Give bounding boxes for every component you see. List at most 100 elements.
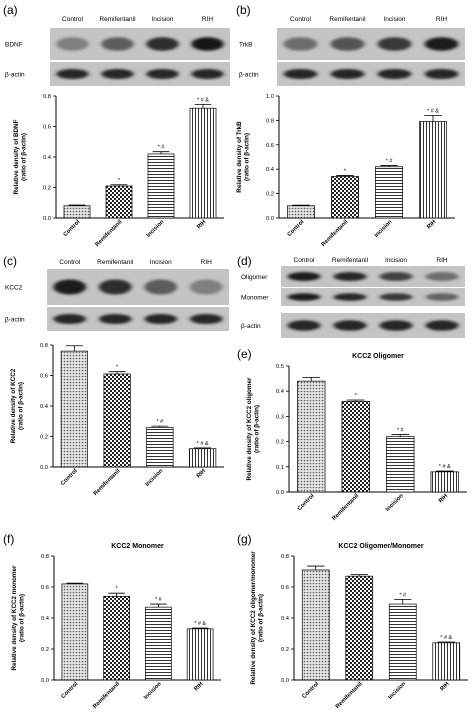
significance-label: * [118,178,121,184]
significance-label: * # & [427,109,439,115]
lane-label-control: Control [290,16,312,23]
blot-c: Control Remifentanil Incision RIH KCC2 β-acti… [5,259,229,331]
chart-title: KCC2 Oligomer/Monomer [338,543,423,550]
blot-row-label-actin: β-actin [5,72,25,79]
x-tick-label-rih: RIH [196,219,207,230]
y-tick-label: 0.8 [281,554,289,560]
significance-label: * # [155,597,163,603]
lane-label-control: Control [62,16,84,23]
y-axis-title: Relative density of KCC2(ratio of β-acti… [10,368,25,443]
x-tick-label-rih: RIH [196,468,207,479]
lane-label-remifentanil: Remifentanil [332,257,369,264]
bar-control [60,350,88,468]
bar-remifentanil [103,595,130,681]
blot-band [98,279,132,295]
blot-band [56,37,89,51]
lane-label-rih: RIH [436,257,448,264]
y-axis-title-line: Relative density of KCC2 monomer [11,565,18,671]
y-tick-label: 0.4 [41,616,50,622]
y-axis-title-line: (ratio of β-actin) [244,133,251,181]
y-tick-label: 0.6 [281,585,289,591]
blot-band [425,272,459,281]
x-tick-label-control: Control [287,219,306,238]
x-tick-label-rih: RIH [193,681,204,692]
y-tick-label: 0.8 [41,554,49,560]
y-tick-label: 0.1 [276,465,284,471]
bar-remifentanil [345,575,374,681]
y-tick-label: 0.2 [266,192,274,198]
blot-band [424,37,459,51]
y-tick-label: 0.4 [266,167,275,173]
y-tick-label: 0.0 [43,216,51,222]
blot-band [191,37,224,51]
y-axis-title-line: Relative density of KCC2 oligomer [246,377,253,480]
y-tick-label: 0.6 [41,585,49,591]
bar-control [63,205,91,219]
bar-rih [430,471,459,493]
chart-b: 0.0 0.2 0.4 0.6 0.8 1.0 Relative density of Tr… [236,94,455,248]
bar-rih [432,642,461,681]
bar-incision [147,153,175,219]
significance-label: * [116,365,119,371]
significance-label: * # & [197,441,209,447]
panel-label-f: (f) [3,532,14,546]
blot-band [287,293,321,301]
x-tick-label-remifentanil: Remifentanil [321,219,350,248]
blot-band [101,37,134,51]
y-axis-title-line: Relative density of BDNF [13,119,20,194]
y-tick-label: 0.0 [281,678,289,684]
y-tick-label: 0.8 [266,118,274,124]
significance-label: * # [157,419,165,425]
y-tick-label: 0.0 [41,678,49,684]
x-tick-label-remifentanil: Remifentanil [92,681,121,710]
y-axis-title-line: (ratio of β-actin) [254,405,261,453]
blot-membrane [281,288,465,306]
blot-row-label-actin: β-actin [241,323,261,330]
blot-band [146,37,179,51]
chart-f: KCC2 Monomer 0.0 0.2 0.4 0.6 0.8 Relative dens… [11,543,221,710]
bar-incision [375,166,403,219]
bar-control [61,583,89,681]
y-tick-label: 0.2 [281,647,289,653]
y-tick-label: 0.6 [40,374,48,380]
significance-label: * [116,586,119,592]
lane-label-rih: RIH [201,259,213,266]
y-tick-label: 0.3 [276,414,284,420]
bar-remifentanil [331,176,359,219]
lane-label-incision: Incision [383,16,405,23]
y-tick-label: 0.4 [276,389,285,395]
chart-g: KCC2 Oligomer/Monomer 0.0 0.2 0.4 0.6 0.8 Rela… [250,543,468,710]
y-tick-label: 0.2 [276,440,284,446]
blot-band [101,68,134,80]
blot-band [424,68,459,80]
y-tick-label: 0.8 [40,343,48,349]
lane-label-remifentanil: Remifentanil [329,16,366,23]
x-tick-label-rih: RIH [438,493,449,504]
lane-label-remifentanil: Remifentanil [99,16,136,23]
x-tick-label-control: Control [63,219,82,238]
x-tick-label-incision: Incision [143,681,163,701]
y-axis-title-line: Relative density of KCC2 oligomer/monome… [250,551,257,685]
blot-membrane [281,266,465,287]
blot-band [379,293,413,301]
y-axis-title-line: Relative density of TrkB [236,121,243,193]
blot-row-label-kcc2: KCC2 [5,285,23,292]
bar-incision [388,603,417,681]
significance-label: * # & [194,621,206,627]
significance-label: * # & [197,97,209,103]
bar-control [287,205,315,219]
blot-band [189,313,223,325]
y-tick-label: 0.8 [43,94,51,100]
blot-band [53,279,87,295]
bar-rih [419,121,447,219]
blot-row-label-oligomer: Oligomer [241,274,268,281]
y-axis-title: Relative density of KCC2 oligomer(ratio … [246,377,261,480]
x-tick-label-incision: Incision [374,219,394,239]
significance-label: * # [399,592,407,598]
x-tick-label-control: Control [60,681,79,700]
blot-band [379,320,413,331]
blot-band [333,293,367,301]
x-tick-label-remifentanil: Remifentanil [95,219,124,248]
y-tick-label: 0.0 [266,216,274,222]
